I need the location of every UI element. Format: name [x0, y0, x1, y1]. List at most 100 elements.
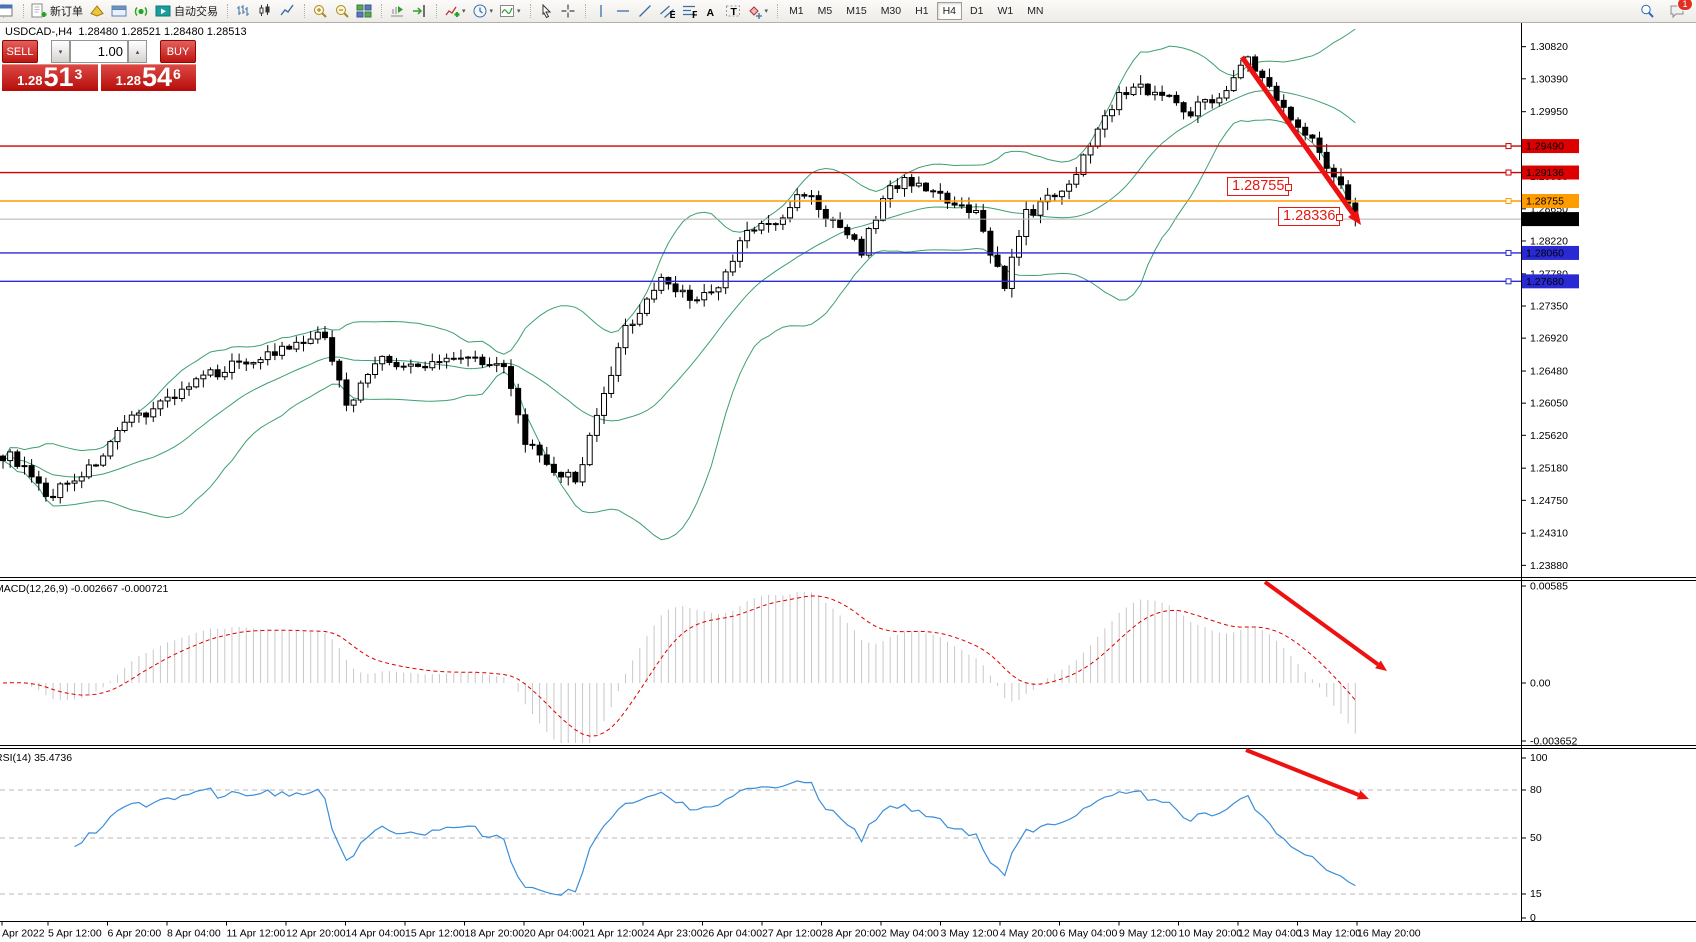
candle-body — [350, 399, 357, 406]
candle-body — [207, 369, 214, 376]
sell-pipette: 3 — [74, 66, 83, 82]
new-order-button[interactable]: 新订单 — [29, 1, 85, 21]
cursor-button[interactable] — [536, 1, 556, 21]
vertical-line-button[interactable] — [591, 1, 611, 21]
line-edit-handle[interactable] — [1505, 169, 1512, 176]
timeframe-button-mn[interactable]: MN — [1027, 5, 1044, 17]
dropdown-arrow-icon[interactable]: ▾ — [489, 8, 494, 15]
candle-body — [536, 444, 543, 456]
line-edit-handle[interactable] — [1505, 198, 1512, 204]
candle-body — [801, 194, 808, 197]
candle-body — [1266, 77, 1273, 87]
trend-arrow-head[interactable] — [1348, 210, 1361, 225]
zoom-in-button[interactable] — [310, 1, 330, 21]
line-edit-handle[interactable] — [1505, 278, 1512, 285]
candle-body — [1137, 83, 1144, 88]
terminal-button[interactable] — [109, 1, 129, 21]
volume-input[interactable] — [70, 40, 128, 63]
timeframe-button-w1[interactable]: W1 — [997, 5, 1014, 17]
chart-window-button[interactable] — [0, 1, 16, 21]
templates-button[interactable]: ▾ — [497, 1, 523, 21]
horizontal-line-button[interactable] — [613, 1, 633, 21]
candle-body — [143, 412, 150, 418]
candle-body — [500, 363, 507, 368]
volume-decrease-button[interactable]: ▾ — [51, 40, 70, 63]
line-edit-handle[interactable] — [1505, 249, 1512, 256]
buy-price-button[interactable]: 1.28 54 6 — [100, 64, 196, 91]
dropdown-arrow-icon[interactable]: ▾ — [517, 8, 521, 15]
indicators-button[interactable]: ▾ — [442, 1, 468, 21]
line-edit-handle[interactable] — [1505, 143, 1512, 150]
trendline-button[interactable] — [635, 1, 655, 21]
autotrading-button[interactable]: 自动交易 — [153, 1, 220, 21]
auto-scroll-button[interactable] — [387, 1, 407, 21]
trend-arrow-main[interactable] — [1239, 55, 1355, 216]
price-tick-label: 1.26480 — [1530, 366, 1568, 378]
price-tick-label: 1.30390 — [1530, 73, 1568, 85]
candle-body — [851, 234, 858, 240]
bars-icon — [237, 5, 249, 16]
trend-arrow-head[interactable] — [1356, 790, 1369, 800]
candle-body — [787, 207, 794, 219]
macd-pane — [2, 591, 1356, 743]
timeframe-button-h1[interactable]: H1 — [915, 5, 929, 17]
new-order-button-label: 新订单 — [50, 6, 83, 18]
candle-body — [78, 476, 85, 482]
crosshair-button[interactable] — [558, 1, 578, 21]
zoom-out-button[interactable] — [332, 1, 352, 21]
periods-button[interactable]: ▾ — [470, 1, 496, 21]
tile-windows-button[interactable] — [354, 1, 374, 21]
candle-body — [758, 222, 765, 231]
candle-body — [672, 283, 679, 293]
candle-body — [1237, 64, 1244, 79]
volume-increase-button[interactable]: ▴ — [128, 40, 147, 63]
rsi-pane — [0, 780, 1521, 896]
fibonacci-button[interactable]: F — [679, 1, 699, 21]
callout-anchor-handle[interactable] — [1285, 183, 1293, 191]
time-axis-label: 4 May 20:00 — [1000, 928, 1058, 940]
timeframe-button-d1[interactable]: D1 — [970, 5, 984, 17]
timeframe-button-h4[interactable]: H4 — [936, 2, 962, 20]
shapes-button[interactable]: ▾ — [745, 1, 771, 21]
text-label-button[interactable]: T — [723, 1, 743, 21]
trend-arrow-macd[interactable] — [1263, 580, 1380, 667]
timeframe-button-m30[interactable]: M30 — [880, 5, 902, 17]
candle-body — [922, 182, 929, 192]
channel-button[interactable]: E — [657, 1, 677, 21]
trend-arrow-rsi[interactable] — [1245, 748, 1360, 797]
callout-anchor-handle[interactable] — [1336, 213, 1344, 221]
candle-body — [1123, 92, 1130, 96]
price-badge-label: 1.28513 — [1526, 214, 1564, 226]
timeframe-button-m15[interactable]: M15 — [846, 5, 867, 17]
text-button[interactable]: A — [701, 1, 721, 21]
price-callout-label[interactable]: 1.28336 — [1278, 207, 1344, 226]
price-badge-label: 1.29490 — [1526, 141, 1564, 153]
sell-button[interactable]: SELL — [2, 40, 38, 63]
timeframe-button-m1[interactable]: M1 — [789, 5, 804, 17]
candle-body — [343, 379, 350, 406]
timeframe-button-m5[interactable]: M5 — [817, 5, 833, 17]
sell-price-button[interactable]: 1.28 51 3 — [2, 64, 98, 91]
trend-arrow-head[interactable] — [1375, 660, 1387, 671]
template-icon — [500, 5, 515, 17]
price-callout-label[interactable]: 1.28755 — [1227, 177, 1293, 196]
shift-icon — [413, 5, 425, 17]
candle-body — [150, 408, 157, 418]
candlestick-chart-button[interactable] — [255, 1, 275, 21]
candle-body — [100, 455, 107, 466]
search-button[interactable] — [1637, 1, 1657, 21]
candle-body — [329, 337, 336, 362]
line-chart-button[interactable] — [277, 1, 297, 21]
candle-body — [779, 217, 786, 225]
candle-body — [200, 374, 207, 380]
dropdown-arrow-icon[interactable]: ▾ — [764, 8, 769, 15]
metaeditor-button[interactable] — [87, 1, 107, 21]
notifications-button[interactable]: 1 — [1667, 0, 1693, 21]
candle-body — [1116, 92, 1123, 111]
rsi-axis-label: 80 — [1530, 784, 1542, 796]
dropdown-arrow-icon[interactable]: ▾ — [462, 8, 466, 15]
bar-chart-button[interactable] — [233, 1, 253, 21]
signals-button[interactable] — [131, 1, 151, 21]
chart-shift-button[interactable] — [409, 1, 429, 21]
buy-button[interactable]: BUY — [160, 40, 196, 63]
